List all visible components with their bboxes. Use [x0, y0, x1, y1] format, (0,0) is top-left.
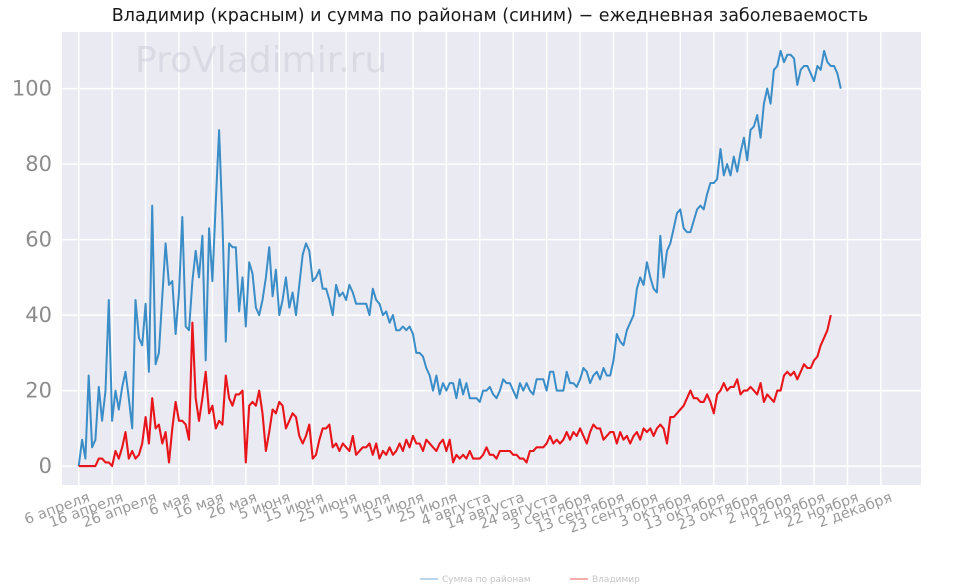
series-line-2 — [78, 314, 832, 468]
y-tick-label: 80 — [25, 152, 52, 176]
legend-label: Владимир — [592, 575, 640, 585]
y-axis-ticks: 0 20 40 60 80 100 — [12, 77, 52, 479]
plot-background — [62, 32, 921, 485]
chart-title: Владимир (красным) и сумма по районам (с… — [112, 6, 868, 26]
watermark-text: ProVladimir.ru — [135, 40, 387, 81]
y-tick-label: 60 — [25, 228, 52, 252]
y-tick-label: 100 — [12, 77, 52, 101]
series-line-1 — [77, 49, 842, 467]
grid-lines — [62, 32, 921, 485]
y-tick-label: 20 — [25, 379, 52, 403]
legend-label: Сумма по районам — [442, 575, 531, 585]
y-tick-label: 40 — [25, 303, 52, 327]
y-tick-label: 0 — [39, 454, 52, 478]
legend: Сумма по районам Владимир — [420, 575, 640, 585]
series-lines — [77, 49, 842, 468]
